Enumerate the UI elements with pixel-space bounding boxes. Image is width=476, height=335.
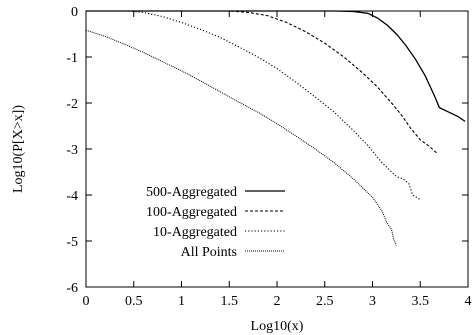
y-tick-label: -2 [66,97,78,112]
y-tick-label: -1 [66,51,78,66]
x-tick-label: 2.5 [316,294,334,309]
legend: 500-Aggregated 100-Aggregated 10-Aggregate… [146,185,285,260]
axis-ticks: 0 0.5 1 1.5 2 2.5 3 3.5 4 0 -1 -2 -3 -4 -5 -6 [66,5,471,309]
x-tick-label: 1 [178,294,185,309]
legend-label: All Points [181,245,237,260]
y-tick-label: -3 [66,143,78,158]
x-tick-label: 0.5 [125,294,143,309]
legend-label: 500-Aggregated [146,185,237,200]
x-axis-label: Log10(x) [251,319,304,334]
y-tick-label: -5 [66,235,78,250]
x-tick-label: 0 [83,294,90,309]
series-line-3 [85,29,397,246]
x-tick-label: 2 [274,294,281,309]
series-line-1 [86,10,438,155]
x-tick-label: 4 [465,294,472,309]
x-tick-label: 3.5 [412,294,430,309]
x-tick-label: 3 [369,294,376,309]
legend-label: 100-Aggregated [146,205,237,220]
series-lines [85,10,466,246]
y-tick-label: -6 [66,281,78,296]
y-tick-label: 0 [71,5,78,20]
y-tick-label: -4 [66,189,78,204]
series-line-0 [86,10,466,122]
legend-label: 10-Aggregated [153,225,237,240]
y-axis-label: Log10(P[X>x]) [11,105,26,193]
series-line-2 [128,10,421,201]
x-tick-label: 1.5 [221,294,239,309]
